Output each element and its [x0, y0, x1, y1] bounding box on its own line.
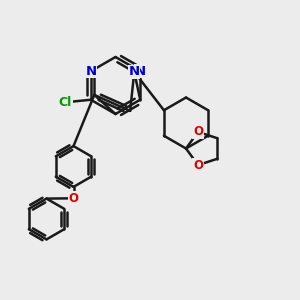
Text: O: O — [193, 125, 203, 139]
Text: N: N — [129, 65, 140, 78]
Text: N: N — [85, 65, 96, 78]
Text: N: N — [135, 65, 146, 78]
Text: O: O — [68, 192, 79, 205]
Text: O: O — [193, 158, 203, 172]
Text: Cl: Cl — [59, 96, 72, 109]
